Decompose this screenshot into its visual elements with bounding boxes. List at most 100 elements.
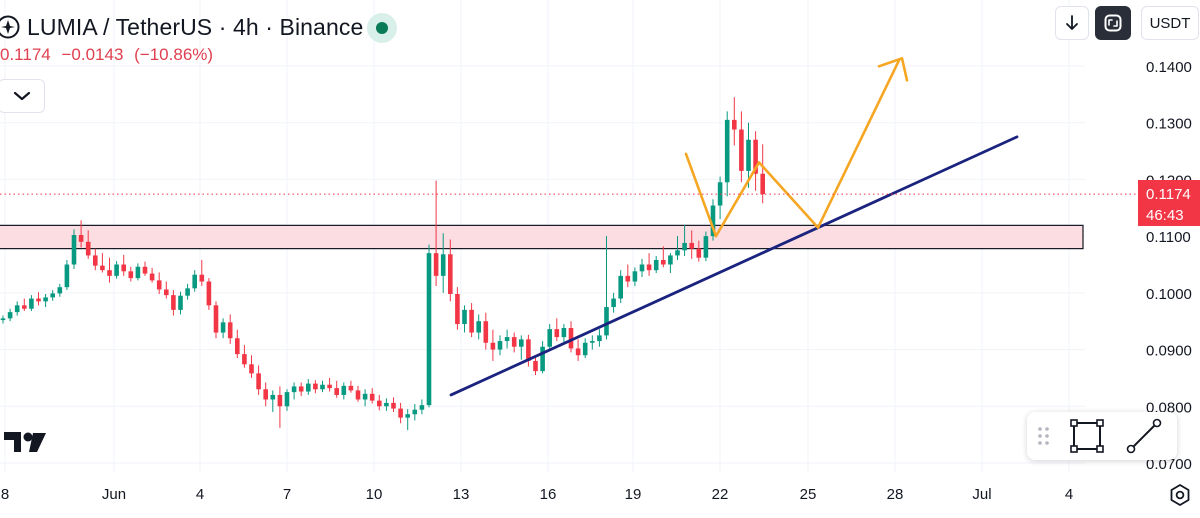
candle-body (320, 384, 325, 390)
time-tick-label: 13 (453, 486, 470, 503)
time-tick-label: Jul (972, 486, 991, 503)
ohlc-summary: 0.1174 −0.0143 (−10.86%) (0, 45, 219, 65)
candle-body (575, 348, 581, 356)
candle-body (582, 342, 588, 356)
candle-body (369, 393, 375, 401)
candle-body (625, 275, 631, 282)
candle-body (192, 274, 197, 289)
candle-body (533, 360, 538, 372)
candle-body (540, 346, 545, 372)
candle-body (632, 271, 638, 282)
price-tag-bg (1138, 180, 1200, 226)
rectangle-tool-icon[interactable] (1070, 419, 1104, 453)
resistance-zone-box[interactable] (0, 224, 1084, 250)
fullscreen-toggle-button[interactable] (1095, 6, 1131, 40)
symbol-title[interactable]: LUMIA / TetherUS · 4h · Binance (27, 14, 364, 40)
trendline-segment[interactable] (449, 135, 1019, 397)
candle-body (164, 289, 169, 296)
candle-body (14, 305, 20, 313)
candle-body (412, 409, 418, 415)
candle-body (462, 309, 467, 325)
candle-body (511, 337, 517, 347)
trendline-tool-icon[interactable] (1126, 418, 1162, 454)
time-tick-label: 10 (366, 486, 383, 503)
price-tick-label: 0.0900 (1146, 343, 1192, 360)
candle-body (391, 402, 396, 409)
collapse-legend-button[interactable] (0, 79, 45, 113)
candle-body (753, 139, 758, 174)
time-tick-label: 19 (625, 486, 642, 503)
candle-body (696, 248, 702, 258)
candle-body (710, 205, 716, 237)
time-tick-label: 25 (800, 486, 817, 503)
candle-body (611, 298, 616, 308)
candle-body (590, 341, 595, 343)
candle-body (597, 335, 602, 342)
candle-body (50, 293, 55, 298)
candle-body (426, 253, 432, 406)
candle-body (149, 273, 155, 281)
time-tick-label: Jun (102, 486, 126, 503)
candle-body (220, 322, 226, 333)
candle-body (206, 281, 212, 306)
candle-body (348, 385, 354, 391)
candle-body (448, 254, 453, 294)
candle-body (114, 264, 119, 276)
drawing-toolbar (1027, 412, 1177, 460)
projection-line[interactable] (684, 59, 901, 238)
drag-handle-icon[interactable] (1038, 427, 1049, 445)
scroll-to-latest-button[interactable] (1055, 6, 1089, 40)
candle-body (440, 254, 446, 276)
candle-body (377, 400, 382, 407)
drawing-toolbar-icons (1038, 418, 1162, 454)
candle-body (469, 309, 474, 333)
market-status-indicator[interactable] (367, 13, 397, 43)
time-tick-label: 16 (540, 486, 557, 503)
candle-body (476, 321, 481, 333)
currency-button[interactable]: USDT (1141, 6, 1199, 40)
candle-body (739, 129, 744, 171)
price-tick-label: 0.1300 (1146, 116, 1192, 133)
candle-body (398, 408, 403, 418)
last-price-value: 0.1174 (0, 45, 51, 64)
candle-body (171, 295, 176, 310)
candle-body (85, 241, 91, 256)
candle-body (256, 373, 261, 390)
candle-body (497, 341, 503, 350)
candle-body (7, 312, 13, 319)
candle-body (178, 295, 183, 310)
candle-body (568, 328, 574, 349)
price-tag-countdown: 46:43 (1146, 207, 1184, 224)
candle-body (433, 253, 439, 276)
candle-body (661, 259, 666, 265)
price-axis[interactable]: 0.14000.13000.12000.11000.10000.09000.08… (1146, 59, 1192, 473)
projection-path[interactable] (684, 57, 909, 238)
candle-body (519, 339, 524, 347)
candle-body (384, 402, 389, 407)
candle-body (646, 264, 652, 271)
candle-body (561, 328, 567, 338)
settings-icon[interactable] (1168, 483, 1192, 507)
candle-body (71, 235, 77, 265)
candle-body (455, 293, 460, 325)
candle-body (135, 266, 141, 279)
candle-body (199, 274, 205, 282)
candle-body (291, 386, 297, 393)
candle-body (242, 354, 247, 365)
candle-body (29, 298, 34, 309)
candle-body (121, 264, 126, 272)
candle-body (57, 287, 63, 294)
time-tick-label: 4 (196, 486, 204, 503)
candle-body (490, 342, 496, 350)
candle-body (235, 338, 240, 355)
time-tick-label: 22 (712, 486, 729, 503)
resistance-zone[interactable] (0, 224, 1084, 250)
trendline[interactable] (449, 135, 1019, 397)
candle-body (334, 388, 339, 395)
candle-body (618, 275, 623, 299)
candle-body (156, 280, 162, 290)
price-tick-label: 0.1000 (1146, 286, 1192, 303)
candle-body (36, 298, 41, 302)
time-axis[interactable]: 8 Jun 4 7 10 13 16 19 22 25 28 Jul 4 (1, 486, 1073, 503)
